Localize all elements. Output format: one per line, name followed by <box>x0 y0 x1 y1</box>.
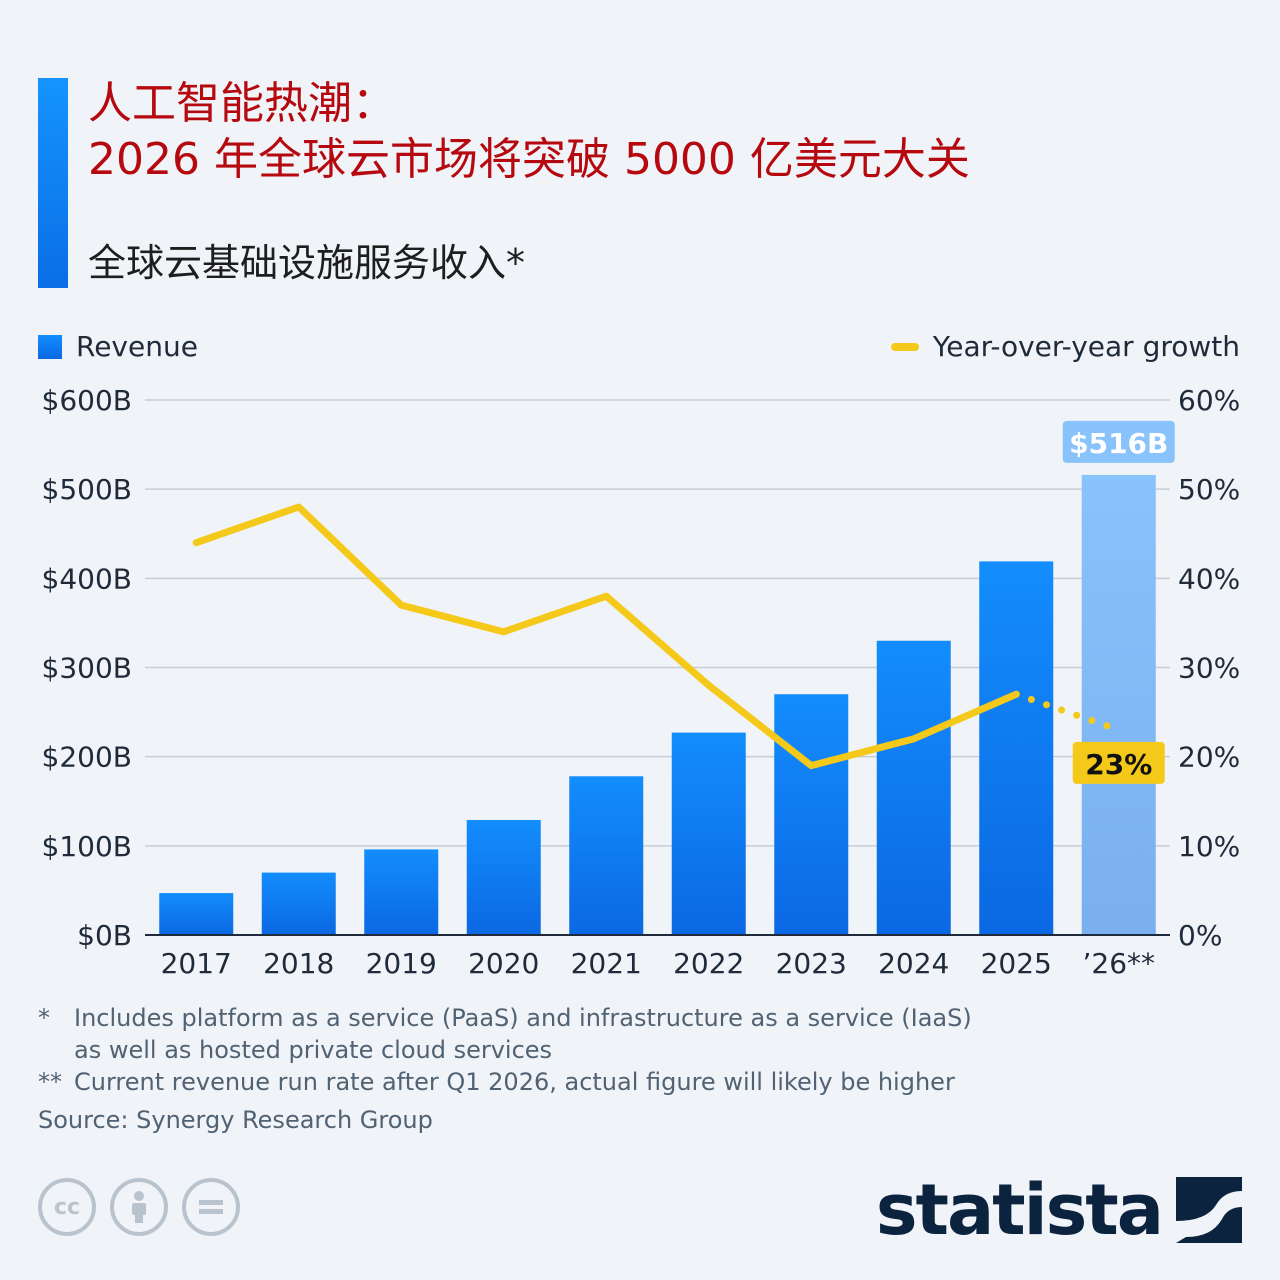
footnote-2-text: Current revenue run rate after Q1 2026, … <box>74 1068 955 1096</box>
legend-revenue-label: Revenue <box>76 330 198 363</box>
x-tick-label: 2022 <box>673 947 744 980</box>
y-left-tick-label: $500B <box>42 473 132 506</box>
footnotes: * Includes platform as a service (PaaS) … <box>38 1002 1138 1098</box>
revenue-swatch <box>38 334 62 359</box>
y-right-tick-label: 50% <box>1178 473 1240 506</box>
bar <box>876 640 951 935</box>
y-left-tick-label: $400B <box>42 562 132 595</box>
footnote-1-line-2: as well as hosted private cloud services <box>74 1036 553 1064</box>
bar-projected <box>1081 474 1156 935</box>
growth-swatch <box>890 342 919 351</box>
legend-growth-label: Year-over-year growth <box>932 330 1240 363</box>
statista-logo-icon <box>1176 1177 1242 1243</box>
bar <box>364 849 439 935</box>
bar <box>159 893 234 935</box>
x-tick-label: 2024 <box>878 947 949 980</box>
bar <box>671 732 746 935</box>
bar-value-label-bg <box>1062 420 1175 463</box>
footnote-2: ** Current revenue run rate after Q1 202… <box>38 1066 1138 1098</box>
source-note: Source: Synergy Research Group <box>38 1106 433 1134</box>
y-right-tick-label: 30% <box>1178 652 1240 685</box>
y-right-tick-label: 40% <box>1178 562 1240 595</box>
x-tick-label: 2020 <box>468 947 539 980</box>
statista-brand[interactable]: statista <box>876 1170 1242 1250</box>
revenue-growth-chart: $0B $100B $200B $300B $400B $500B $600B 0% 10% 20… <box>42 384 1241 980</box>
y-right-tick-label: 0% <box>1178 919 1222 952</box>
y-left-tick-label: $100B <box>42 830 132 863</box>
accent-bar <box>38 78 68 288</box>
chart-title: 人工智能热潮： 2026 年全球云市场将突破 5000 亿美元大关 <box>88 76 1238 188</box>
x-tick-label: 2017 <box>161 947 232 980</box>
growth-value-label-bg <box>1072 741 1165 784</box>
footnote-2-mark: ** <box>38 1068 62 1096</box>
x-tick-label: ’26** <box>1082 947 1155 980</box>
attribution-icon[interactable] <box>110 1178 168 1236</box>
y-left-tick-label: $0B <box>77 919 132 952</box>
x-tick-label: 2018 <box>263 947 334 980</box>
y-left-tick-label: $300B <box>42 652 132 685</box>
legend-revenue: Revenue <box>38 330 198 363</box>
no-derivatives-icon[interactable] <box>182 1178 240 1236</box>
chart-subtitle: 全球云基础设施服务收入* <box>88 241 526 285</box>
footnote-1-line-1: Includes platform as a service (PaaS) an… <box>74 1004 972 1032</box>
y-right-tick-label: 60% <box>1178 384 1240 417</box>
x-tick-label: 2019 <box>366 947 437 980</box>
growth-line <box>192 503 1020 770</box>
brand-name: statista <box>875 1169 1164 1251</box>
bar <box>774 694 849 935</box>
title-line-1: 人工智能热潮： <box>88 78 396 129</box>
cc-icon[interactable]: cc <box>38 1178 96 1236</box>
y-left-tick-label: $200B <box>42 741 132 774</box>
bar <box>261 872 336 935</box>
x-tick-label: 2021 <box>571 947 642 980</box>
footnote-1: * Includes platform as a service (PaaS) … <box>38 1002 1138 1034</box>
y-left-tick-label: $600B <box>42 384 132 417</box>
growth-line-projected <box>1012 690 1123 734</box>
title-line-2: 2026 年全球云市场将突破 5000 亿美元大关 <box>88 134 970 185</box>
x-tick-label: 2023 <box>776 947 847 980</box>
bar <box>569 776 644 935</box>
bar-value-label: $516B <box>1069 427 1168 460</box>
growth-value-label: 23% <box>1085 748 1152 781</box>
bar <box>979 561 1054 935</box>
x-tick-label: 2025 <box>981 947 1052 980</box>
license-icons: cc <box>38 1178 240 1236</box>
legend-growth: Year-over-year growth <box>890 330 1240 363</box>
bar <box>466 819 541 935</box>
footnote-1-mark: * <box>38 1004 50 1032</box>
y-right-tick-label: 20% <box>1178 741 1240 774</box>
y-right-tick-label: 10% <box>1178 830 1240 863</box>
